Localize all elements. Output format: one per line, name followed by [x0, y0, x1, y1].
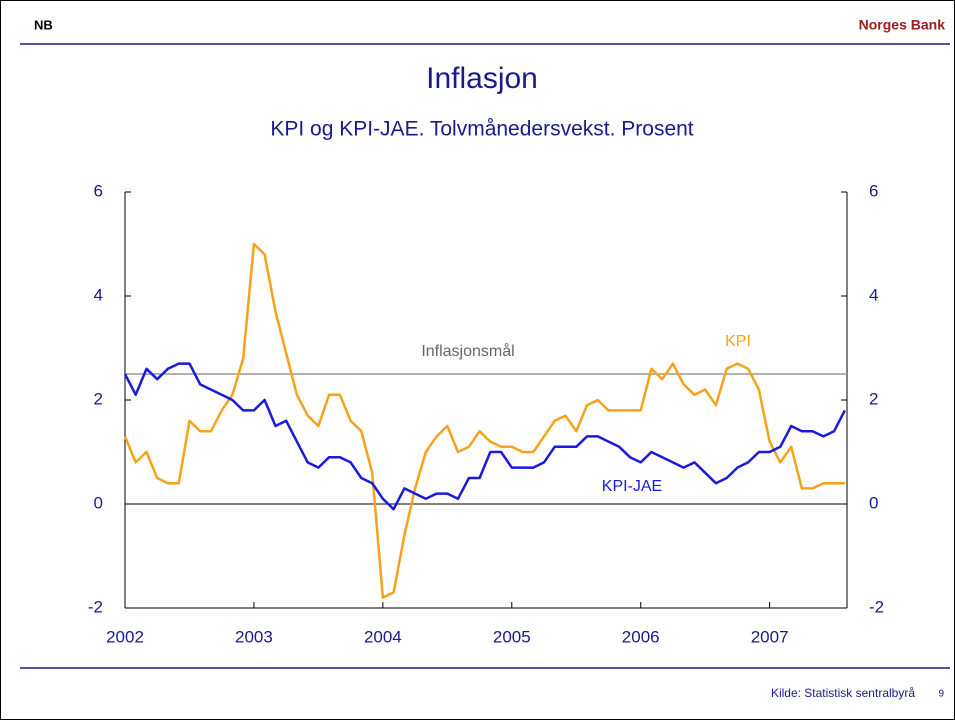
logo: NB: [34, 17, 53, 32]
chart-title: Inflasjon: [426, 62, 538, 95]
target-label: Inflasjonsmål: [421, 342, 514, 360]
chart-subtitle: KPI og KPI-JAE. Tolvmånedersvekst. Prose…: [270, 118, 693, 141]
x-tick-label: 2005: [493, 627, 531, 646]
series-line: [123, 362, 846, 511]
y-tick-label: 2: [94, 389, 103, 408]
series-label: KPI-JAE: [602, 478, 662, 495]
y2-tick-label: -2: [869, 597, 884, 616]
brand: Norges Bank: [859, 17, 946, 33]
y-tick-label: -2: [88, 597, 103, 616]
source: Kilde: Statistisk sentralbyrå: [771, 686, 915, 700]
y-tick-label: 4: [94, 285, 103, 304]
x-tick-label: 2004: [364, 627, 402, 646]
y2-tick-label: 0: [869, 493, 878, 512]
x-tick-label: 2007: [751, 627, 789, 646]
series-label: KPI: [725, 333, 751, 350]
page-number: 9: [938, 689, 944, 700]
y2-tick-label: 2: [869, 389, 878, 408]
y2-tick-label: 6: [869, 181, 878, 200]
x-tick-label: 2006: [622, 627, 660, 646]
x-tick-label: 2002: [106, 627, 144, 646]
y-tick-label: 0: [94, 493, 103, 512]
y-tick-label: 6: [94, 181, 103, 200]
series-line: [123, 242, 845, 599]
x-tick-label: 2003: [235, 627, 273, 646]
y2-tick-label: 4: [869, 285, 878, 304]
